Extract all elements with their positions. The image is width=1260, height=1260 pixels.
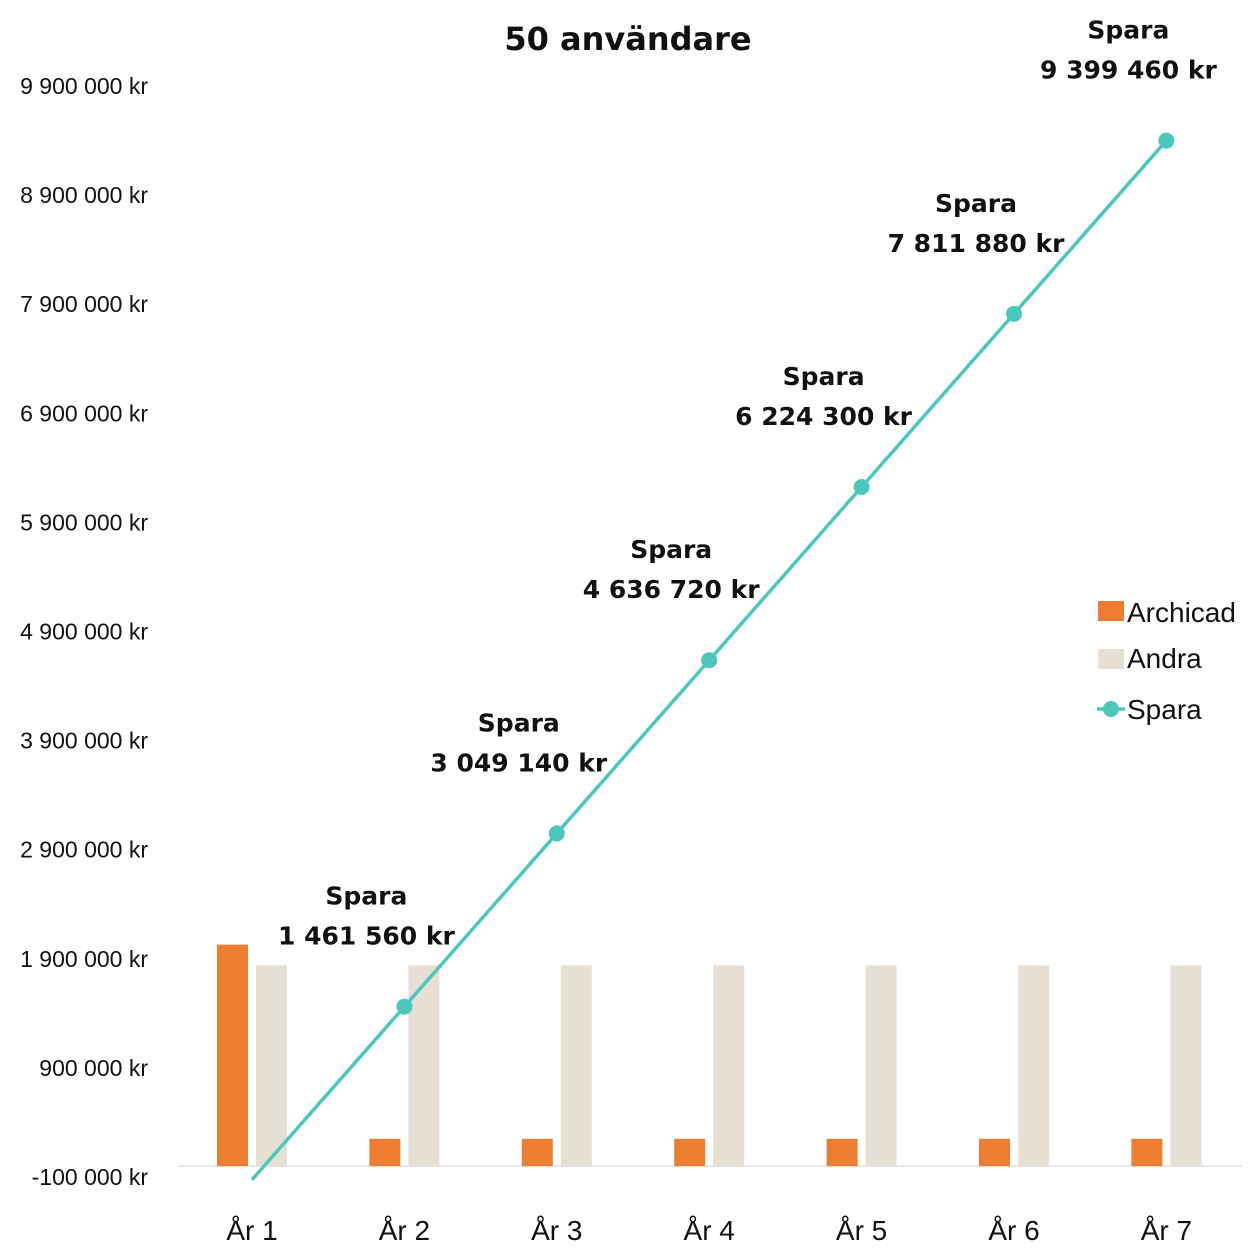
- spara-point: [853, 479, 870, 496]
- x-axis: År 1 År 2 År 3 År 4 År 5 År 6 År 7: [226, 1215, 1192, 1246]
- legend-andra-swatch: [1098, 649, 1124, 669]
- archicad-bar: [674, 1138, 706, 1167]
- data-label-name: Spara: [325, 882, 407, 911]
- y-tick-label: 7 900 000 kr: [20, 291, 148, 317]
- y-tick-label: 3 900 000 kr: [20, 728, 148, 754]
- y-tick-label: 6 900 000 kr: [20, 400, 148, 426]
- chart-title: 50 användare: [504, 20, 751, 58]
- legend-spara-label: Spara: [1127, 694, 1202, 725]
- x-tick-label: År 1: [226, 1215, 277, 1246]
- x-tick-label: År 5: [836, 1215, 887, 1246]
- data-label-name: Spara: [478, 708, 560, 737]
- x-tick-label: År 2: [379, 1215, 430, 1246]
- andra-bar: [1018, 965, 1049, 1167]
- y-tick-label: 900 000 kr: [39, 1055, 148, 1081]
- data-label-value: 4 636 720 kr: [583, 575, 761, 604]
- data-label-name: Spara: [630, 535, 712, 564]
- spara-point: [1006, 305, 1022, 322]
- archicad-bar: [521, 1138, 553, 1167]
- y-tick-label: 8 900 000 kr: [20, 182, 148, 208]
- spara-line-layer: [250, 132, 1175, 1181]
- x-tick-label: År 6: [988, 1215, 1039, 1246]
- archicad-bar: [217, 944, 248, 1167]
- y-tick-label: 2 900 000 kr: [20, 837, 148, 863]
- archicad-bar: [369, 1138, 401, 1167]
- y-tick-label: 1 900 000 kr: [20, 946, 148, 972]
- spara-point: [396, 998, 413, 1015]
- data-label-value: 1 461 560 kr: [278, 922, 456, 951]
- data-label-name: Spara: [935, 189, 1017, 218]
- legend-archicad-label: Archicad: [1127, 597, 1236, 628]
- archicad-bar: [826, 1138, 858, 1167]
- spara-point: [1158, 132, 1175, 149]
- legend-spara-marker: [1103, 701, 1119, 717]
- y-tick-label: 9 900 000 kr: [20, 73, 148, 99]
- y-axis: -100 000 kr 900 000 kr 1 900 000 kr 2 900 0…: [20, 73, 148, 1190]
- data-label-value: 3 049 140 kr: [430, 748, 608, 777]
- spara-point: [548, 825, 565, 842]
- x-tick-label: År 4: [684, 1215, 735, 1246]
- data-label-name: Spara: [1087, 16, 1169, 45]
- legend-archicad-swatch: [1098, 601, 1124, 621]
- andra-bar: [865, 965, 897, 1167]
- y-tick-label: 4 900 000 kr: [20, 619, 148, 645]
- data-labels-layer: Spara 1 461 560 kr Spara 3 049 140 kr Spara 4…: [278, 16, 1218, 951]
- legend: Archicad Andra Spara: [1097, 597, 1236, 725]
- archicad-bar: [979, 1138, 1010, 1167]
- bars-layer: [217, 944, 1202, 1167]
- andra-bar: [256, 965, 287, 1167]
- data-label-value: 7 811 880 kr: [888, 229, 1066, 258]
- spara-point: [701, 652, 718, 669]
- data-label-value: 9 399 460 kr: [1040, 56, 1218, 85]
- andra-bar: [560, 965, 592, 1167]
- andra-bar: [713, 965, 745, 1167]
- y-tick-label: 5 900 000 kr: [20, 509, 148, 535]
- x-tick-label: År 7: [1141, 1215, 1192, 1246]
- andra-bar: [1170, 965, 1202, 1167]
- data-label-name: Spara: [783, 362, 865, 391]
- y-tick-label: -100 000 kr: [32, 1164, 149, 1190]
- archicad-bar: [1131, 1138, 1163, 1167]
- data-label-value: 6 224 300 kr: [735, 402, 913, 431]
- legend-andra-label: Andra: [1127, 643, 1202, 674]
- x-tick-label: År 3: [531, 1215, 582, 1246]
